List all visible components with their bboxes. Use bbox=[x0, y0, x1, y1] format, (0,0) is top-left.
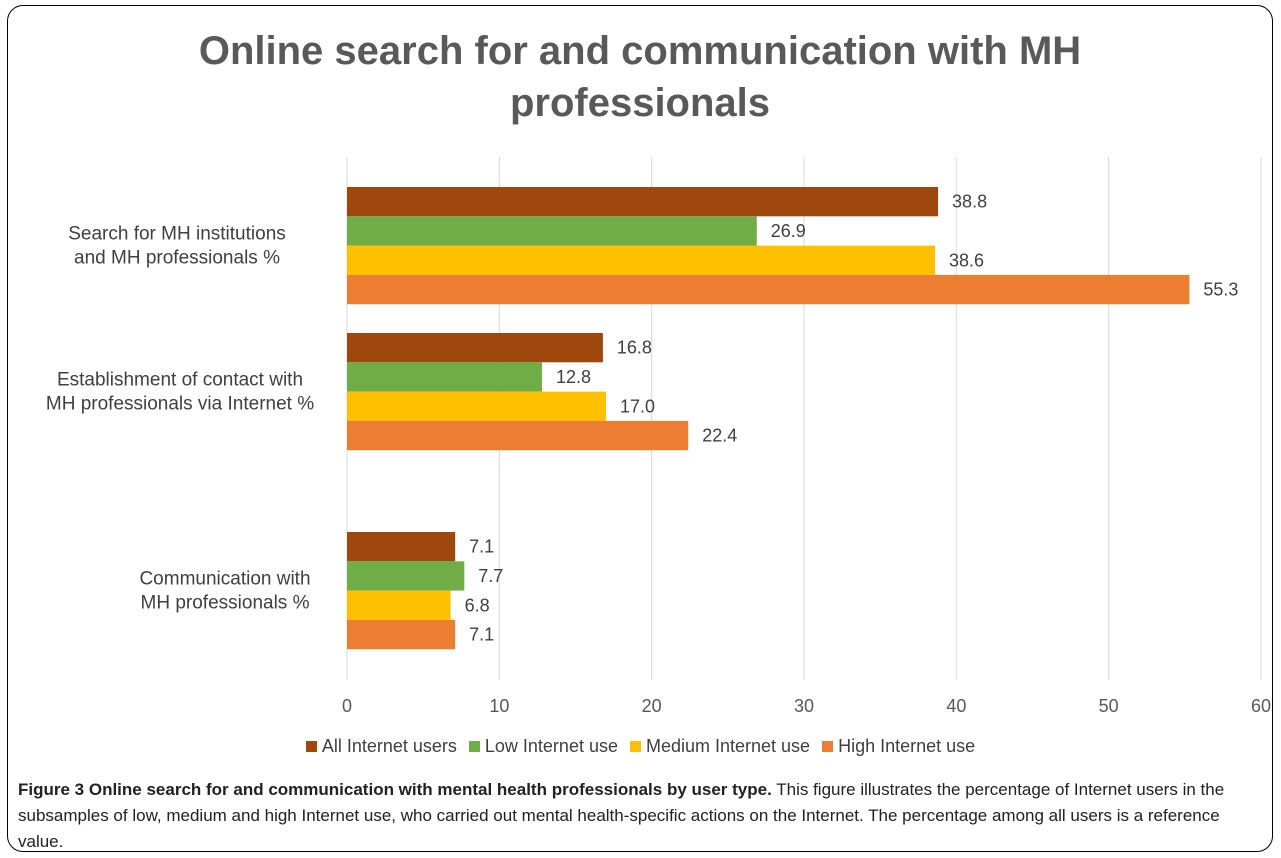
legend-swatch bbox=[305, 741, 317, 752]
data-label: 26.9 bbox=[771, 221, 806, 241]
bar bbox=[347, 420, 689, 451]
x-tick-label: 10 bbox=[489, 696, 509, 716]
data-labels: 38.8 16.8 7.1 26.9 12.8 7.7 38.6 17.0 6.8 55.3 22.… bbox=[465, 192, 1239, 645]
category-label: and MH professionals % bbox=[74, 248, 280, 269]
x-tick-label: 0 bbox=[342, 696, 352, 716]
legend: All Internet users Low Internet use Medium… bbox=[0, 736, 1281, 757]
data-label: 7.1 bbox=[469, 537, 494, 557]
x-tick-label: 50 bbox=[1099, 696, 1119, 716]
bar bbox=[347, 274, 1190, 305]
data-label: 55.3 bbox=[1203, 280, 1238, 300]
chart-title-line: professionals bbox=[510, 81, 770, 125]
legend-item: Medium Internet use bbox=[629, 736, 811, 757]
category-label: MH professionals via Internet % bbox=[46, 394, 314, 415]
x-tick-label: 60 bbox=[1251, 696, 1271, 716]
bar bbox=[347, 216, 757, 246]
x-tick-label: 30 bbox=[794, 696, 814, 716]
figure-frame bbox=[7, 5, 1273, 852]
bar bbox=[347, 187, 939, 217]
bar bbox=[347, 362, 542, 392]
caption-body: This figure illustrates the percentage o… bbox=[18, 780, 1225, 851]
legend-item: Low Internet use bbox=[468, 736, 618, 757]
legend-swatch bbox=[468, 741, 480, 752]
bar bbox=[347, 619, 456, 650]
data-label: 22.4 bbox=[702, 426, 737, 446]
chart-title: Online search for and communication with… bbox=[199, 29, 1081, 125]
caption-heading: Figure 3 Online search for and communica… bbox=[18, 780, 772, 799]
data-label: 7.1 bbox=[469, 625, 494, 645]
category-label: Communication with bbox=[139, 569, 310, 590]
data-label: 17.0 bbox=[620, 396, 655, 416]
category-label: Establishment of contact with bbox=[57, 370, 303, 391]
chart-title-line: Online search for and communication with… bbox=[199, 29, 1081, 73]
x-tick-label: 40 bbox=[946, 696, 966, 716]
bar bbox=[347, 391, 606, 421]
legend-item: All Internet users bbox=[305, 736, 457, 757]
data-label: 7.7 bbox=[478, 566, 503, 586]
bar bbox=[347, 245, 936, 275]
legend-swatch bbox=[822, 741, 834, 752]
x-tick-label: 20 bbox=[642, 696, 662, 716]
x-axis-ticks: 0 10 20 30 40 50 60 bbox=[342, 696, 1271, 716]
bar bbox=[347, 561, 465, 591]
category-label: Search for MH institutions bbox=[68, 224, 286, 245]
bar bbox=[347, 590, 451, 620]
data-label: 38.8 bbox=[952, 192, 987, 212]
bar bbox=[347, 333, 603, 363]
legend-label: Low Internet use bbox=[484, 736, 618, 756]
bars bbox=[347, 187, 1190, 650]
figure-caption: Figure 3 Online search for and communica… bbox=[18, 777, 1258, 855]
category-labels: Search for MH institutions and MH profess… bbox=[46, 224, 314, 614]
data-label: 12.8 bbox=[556, 367, 591, 387]
data-label: 6.8 bbox=[465, 595, 490, 615]
bar bbox=[347, 532, 456, 562]
legend-label: Medium Internet use bbox=[645, 736, 811, 756]
legend-item: High Internet use bbox=[822, 736, 975, 757]
category-label: MH professionals % bbox=[141, 593, 310, 614]
legend-swatch bbox=[629, 741, 641, 752]
legend-label: All Internet users bbox=[321, 736, 457, 756]
legend-label: High Internet use bbox=[838, 736, 976, 756]
bar-chart: Online search for and communication with… bbox=[46, 29, 1271, 716]
data-label: 38.6 bbox=[949, 250, 984, 270]
data-label: 16.8 bbox=[617, 338, 652, 358]
